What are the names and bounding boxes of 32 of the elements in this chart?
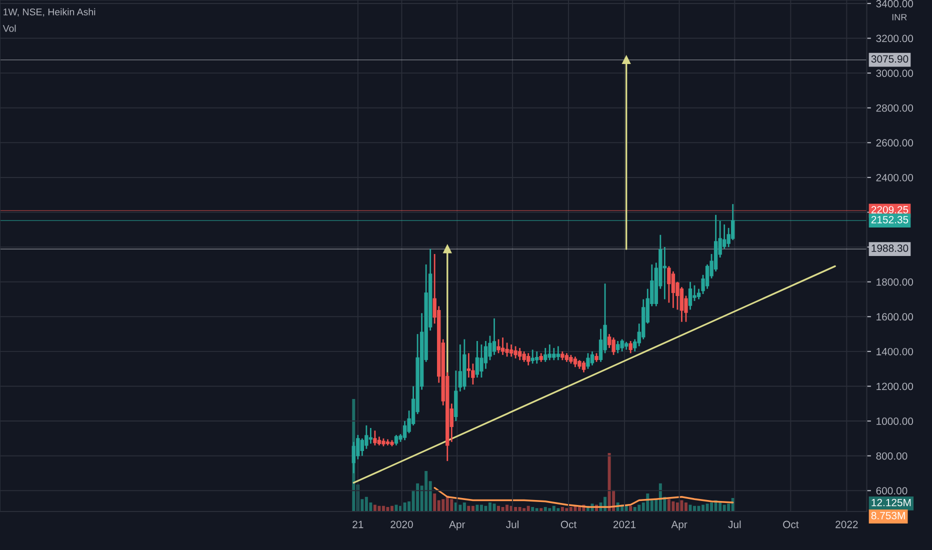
chart-title: Vol xyxy=(2,24,16,32)
x-tick-label: Apr xyxy=(671,520,688,530)
text: 8.753M xyxy=(871,512,905,520)
x-tick-label: Jul xyxy=(506,520,518,528)
y-tick-label: 1400.00 xyxy=(876,348,914,356)
y-tick-label: 1000.00 xyxy=(876,418,914,425)
x-tick-label: Jul xyxy=(728,520,741,528)
x-tick-label: 21 xyxy=(352,520,364,528)
text: 1W, NSE, Heikin Ashi xyxy=(4,8,96,17)
y-tick-label: 1600.00 xyxy=(876,313,914,321)
y-tick-label: 3200.00 xyxy=(876,34,914,42)
y-tick-label: 600.00 xyxy=(876,487,908,494)
x-tick-label: Oct xyxy=(560,520,577,528)
x-tick-label: Apr xyxy=(449,520,466,530)
text: 12.125M xyxy=(872,498,911,506)
x-tick-label: Oct xyxy=(783,520,799,528)
text: INR xyxy=(892,14,907,20)
x-tick-label: 2020 xyxy=(390,520,413,528)
ref-line-label: 3075.90 xyxy=(871,55,908,63)
y-tick-label: 3400.00 xyxy=(876,0,914,8)
y-tick-label: 3000.00 xyxy=(876,70,914,77)
ref-line-label: 2152.35 xyxy=(871,216,908,224)
y-tick-label: 2600.00 xyxy=(876,139,914,147)
y-tick-label: 800.00 xyxy=(876,452,908,460)
ref-line-label: 2209.25 xyxy=(871,206,908,214)
ref-line-label: 1988.30 xyxy=(872,244,908,252)
y-tick-label: 2400.00 xyxy=(876,174,914,182)
x-tick-label: 2021 xyxy=(613,520,636,528)
y-tick-label: 1200.00 xyxy=(876,382,914,390)
x-tick-label: 2022 xyxy=(836,520,858,528)
y-tick-label: 1800.00 xyxy=(876,278,914,286)
y-tick-label: 2800.00 xyxy=(876,104,914,112)
